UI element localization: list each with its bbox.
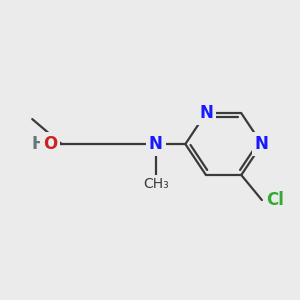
Text: CH₃: CH₃ <box>143 176 169 190</box>
Text: N: N <box>255 135 269 153</box>
Text: N: N <box>199 104 213 122</box>
Text: O: O <box>43 135 57 153</box>
Text: N: N <box>149 135 163 153</box>
Text: Cl: Cl <box>266 191 284 209</box>
Text: H: H <box>32 135 46 153</box>
